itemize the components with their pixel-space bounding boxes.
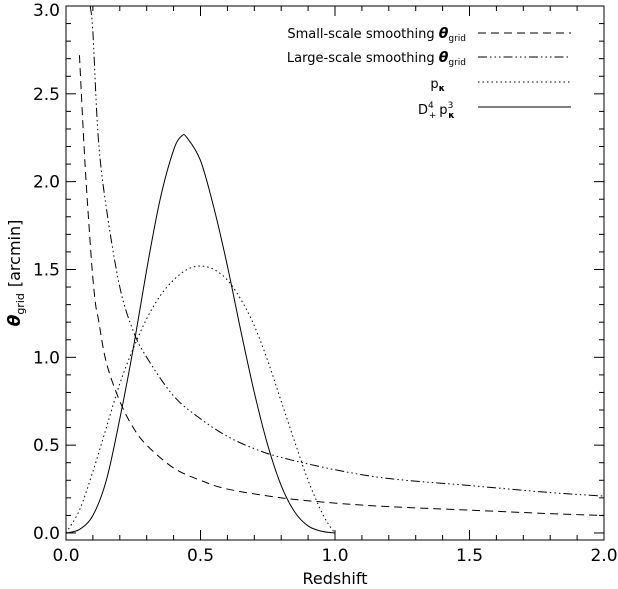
legend-label-large-scale: Large-scale smoothing θgrid	[287, 50, 466, 68]
x-tick-label: 2.0	[590, 546, 617, 566]
y-tick-label: 0.0	[33, 524, 60, 544]
x-tick-label: 0.0	[52, 546, 79, 566]
x-tick-label: 1.0	[321, 546, 348, 566]
y-axis-title: θgrid [arcmin]	[5, 220, 27, 327]
y-axis-unit: [arcmin]	[5, 220, 24, 287]
x-axis-title: Redshift	[303, 569, 368, 588]
y-axis-symbol-sub: grid	[14, 293, 27, 315]
series-line-small-scale	[78, 55, 604, 516]
x-tick-label: 0.5	[187, 546, 214, 566]
y-tick-label: 2.0	[33, 173, 60, 193]
y-tick-label: 0.5	[33, 436, 60, 456]
y-tick-label: 3.0	[33, 1, 60, 21]
series-line-pk	[66, 265, 336, 534]
series-line-d4pk3	[66, 134, 336, 534]
y-axis-symbol: θ	[5, 314, 25, 326]
y-tick-label: 1.5	[33, 260, 60, 280]
ticks-layer	[65, 5, 605, 540]
tick-labels-layer: 0.0 0.5 1.0 1.5 2.0 0.0 0.5 1.0 1.5 2.0 2.5 3.0	[33, 1, 618, 566]
legend-label-small-scale: Small-scale smoothing θgrid	[287, 26, 466, 44]
y-tick-label: 1.0	[33, 348, 60, 368]
legend-label-d4pk3: D4 + p3 κ	[418, 101, 455, 121]
legend-label-pk: pκ	[430, 77, 445, 94]
plot-frame	[65, 5, 605, 541]
series-line-large-scale	[89, 6, 604, 497]
series-layer	[66, 6, 604, 534]
x-tick-label: 1.5	[456, 546, 483, 566]
y-tick-label: 2.5	[33, 85, 60, 105]
legend: Small-scale smoothing θgrid Large-scale …	[287, 26, 571, 121]
